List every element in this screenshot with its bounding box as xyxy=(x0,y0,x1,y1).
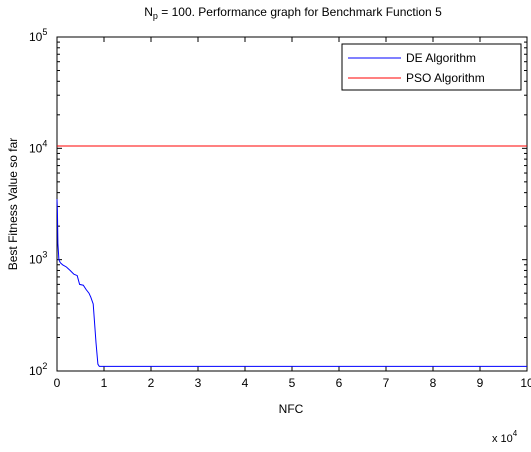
x-tick-label: 2 xyxy=(148,376,155,390)
x-tick-label: 1 xyxy=(101,376,108,390)
x-tick-label: 8 xyxy=(430,376,437,390)
series-line-de xyxy=(56,199,527,367)
y-axis-ticks: 102 103 104 105 xyxy=(29,27,527,378)
x-multiplier: x 104 xyxy=(492,429,518,445)
x-tick-label: 6 xyxy=(336,376,343,390)
plot-area xyxy=(56,36,528,372)
x-multiplier-exponent: 4 xyxy=(513,429,518,438)
y-tick-label: 104 xyxy=(29,138,47,155)
x-axis-ticks: 0 1 2 3 4 5 6 7 8 9 10 xyxy=(54,37,531,390)
title-prefix: N xyxy=(144,5,153,19)
y-axis-label: Best Fitness Value so far xyxy=(6,138,20,271)
title-rest: = 100. Performance graph for Benchmark F… xyxy=(158,5,442,19)
x-tick-label: 0 xyxy=(54,376,61,390)
legend: DE Algorithm PSO Algorithm xyxy=(341,43,522,91)
x-tick-label: 7 xyxy=(383,376,390,390)
legend-label-pso: PSO Algorithm xyxy=(406,71,485,85)
y-tick-label: 102 xyxy=(29,361,47,378)
x-tick-label: 9 xyxy=(477,376,484,390)
y-tick-label: 103 xyxy=(29,250,47,267)
series-layer xyxy=(56,145,527,367)
chart-title: Np = 100. Performance graph for Benchmar… xyxy=(144,5,442,21)
x-tick-label: 4 xyxy=(242,376,249,390)
x-tick-label: 3 xyxy=(195,376,202,390)
x-tick-label: 5 xyxy=(289,376,296,390)
title-subscript: p xyxy=(153,11,158,21)
x-axis-label: NFC xyxy=(279,402,304,416)
x-tick-label: 10 xyxy=(520,376,531,390)
x-multiplier-base: x 10 xyxy=(492,433,513,445)
y-tick-label: 105 xyxy=(29,27,47,44)
legend-box xyxy=(341,43,522,91)
legend-label-de: DE Algorithm xyxy=(406,51,476,65)
